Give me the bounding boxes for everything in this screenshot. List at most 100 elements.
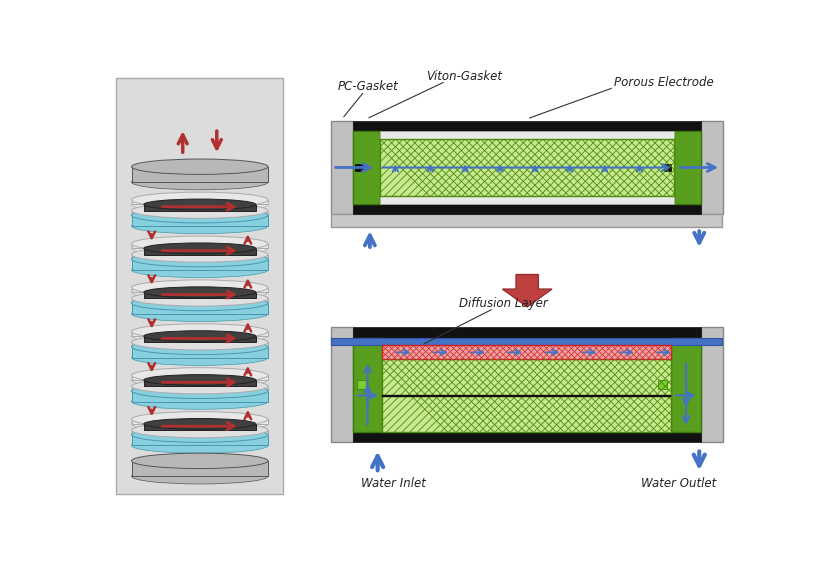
Bar <box>382 395 671 397</box>
Ellipse shape <box>131 324 268 339</box>
Ellipse shape <box>131 252 268 267</box>
Ellipse shape <box>143 293 256 304</box>
Bar <box>331 327 352 442</box>
Bar <box>131 287 268 292</box>
Ellipse shape <box>131 236 268 252</box>
Ellipse shape <box>143 249 256 260</box>
Ellipse shape <box>143 287 256 298</box>
Ellipse shape <box>131 335 268 350</box>
Bar <box>131 375 268 380</box>
Bar <box>131 244 268 248</box>
Ellipse shape <box>131 383 268 399</box>
Ellipse shape <box>143 199 256 210</box>
Ellipse shape <box>131 197 268 212</box>
Bar <box>379 196 673 204</box>
Ellipse shape <box>131 207 268 223</box>
Bar <box>131 254 268 259</box>
Text: Porous Electrode: Porous Electrode <box>613 76 713 89</box>
Bar <box>352 327 700 337</box>
Ellipse shape <box>131 383 268 399</box>
Bar <box>131 215 268 226</box>
Ellipse shape <box>131 427 268 442</box>
Ellipse shape <box>131 241 268 256</box>
Ellipse shape <box>131 423 268 438</box>
Ellipse shape <box>131 280 268 295</box>
Bar <box>143 248 256 254</box>
Bar <box>143 204 256 211</box>
Ellipse shape <box>143 375 256 386</box>
Bar <box>352 432 700 442</box>
Ellipse shape <box>131 412 268 427</box>
Bar <box>700 327 722 442</box>
Bar <box>663 164 671 172</box>
Ellipse shape <box>131 295 268 311</box>
Ellipse shape <box>131 427 268 442</box>
Ellipse shape <box>131 207 268 223</box>
Ellipse shape <box>131 262 268 278</box>
Text: Diffusion Layer: Diffusion Layer <box>459 297 547 310</box>
Ellipse shape <box>131 285 268 300</box>
Ellipse shape <box>131 218 268 233</box>
Bar <box>658 380 667 389</box>
Bar <box>671 337 700 432</box>
Ellipse shape <box>131 378 268 394</box>
Bar <box>379 139 673 196</box>
Bar <box>143 424 256 430</box>
Bar <box>382 345 671 359</box>
Bar <box>352 204 700 215</box>
Bar <box>131 419 268 424</box>
Bar <box>131 332 268 336</box>
Ellipse shape <box>131 438 268 453</box>
Bar <box>331 120 352 215</box>
Bar <box>331 337 722 345</box>
Bar <box>131 167 268 182</box>
Bar <box>352 337 382 432</box>
Bar <box>131 259 268 270</box>
Ellipse shape <box>143 425 256 436</box>
Ellipse shape <box>131 306 268 321</box>
Bar <box>379 131 673 139</box>
Bar <box>131 200 268 204</box>
Ellipse shape <box>131 469 268 484</box>
Text: Water Inlet: Water Inlet <box>360 477 425 490</box>
Ellipse shape <box>131 394 268 410</box>
Ellipse shape <box>131 203 268 218</box>
Ellipse shape <box>131 247 268 262</box>
Bar <box>116 78 283 494</box>
Bar <box>131 303 268 314</box>
Bar <box>352 131 379 204</box>
Bar <box>131 211 268 215</box>
Ellipse shape <box>131 192 268 207</box>
Bar <box>143 380 256 386</box>
Bar <box>382 359 671 432</box>
Ellipse shape <box>131 350 268 365</box>
Ellipse shape <box>143 381 256 391</box>
Bar <box>131 343 268 347</box>
Bar <box>143 336 256 343</box>
Bar <box>131 461 268 476</box>
Bar <box>131 435 268 445</box>
Ellipse shape <box>131 159 268 174</box>
Ellipse shape <box>131 174 268 190</box>
Bar <box>673 131 700 204</box>
Ellipse shape <box>131 339 268 354</box>
Bar <box>382 345 671 359</box>
Bar <box>131 391 268 402</box>
Bar <box>331 215 722 227</box>
Bar <box>131 298 268 303</box>
Bar <box>355 164 363 172</box>
Bar <box>379 139 673 196</box>
Bar <box>352 120 700 131</box>
Ellipse shape <box>131 339 268 354</box>
Bar <box>131 430 268 435</box>
Ellipse shape <box>143 243 256 254</box>
Text: PC-Gasket: PC-Gasket <box>337 80 397 93</box>
Ellipse shape <box>143 419 256 429</box>
Bar <box>356 380 365 389</box>
Bar <box>131 386 268 391</box>
Bar <box>131 347 268 358</box>
Bar <box>700 120 722 215</box>
Bar <box>143 292 256 298</box>
Ellipse shape <box>131 295 268 311</box>
Text: Viton-Gasket: Viton-Gasket <box>426 70 502 83</box>
